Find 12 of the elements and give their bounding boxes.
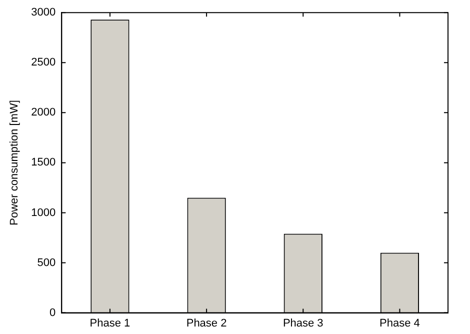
x-tick-label: Phase 4 xyxy=(380,317,420,330)
y-tick-label: 0 xyxy=(50,306,56,319)
x-tick-label: Phase 3 xyxy=(282,317,324,330)
y-tick-label: 3000 xyxy=(31,6,56,19)
y-axis-title: Power consumption [mW] xyxy=(8,100,21,226)
x-tick-label: Phase 1 xyxy=(90,317,130,330)
y-tick-label: 2000 xyxy=(31,106,56,119)
y-tick-label: 2500 xyxy=(31,56,56,69)
x-tick-label: Phase 2 xyxy=(186,317,227,330)
y-tick-label: 1500 xyxy=(31,156,56,169)
y-tick-label: 500 xyxy=(37,256,56,269)
y-tick-label: 1000 xyxy=(31,206,56,219)
